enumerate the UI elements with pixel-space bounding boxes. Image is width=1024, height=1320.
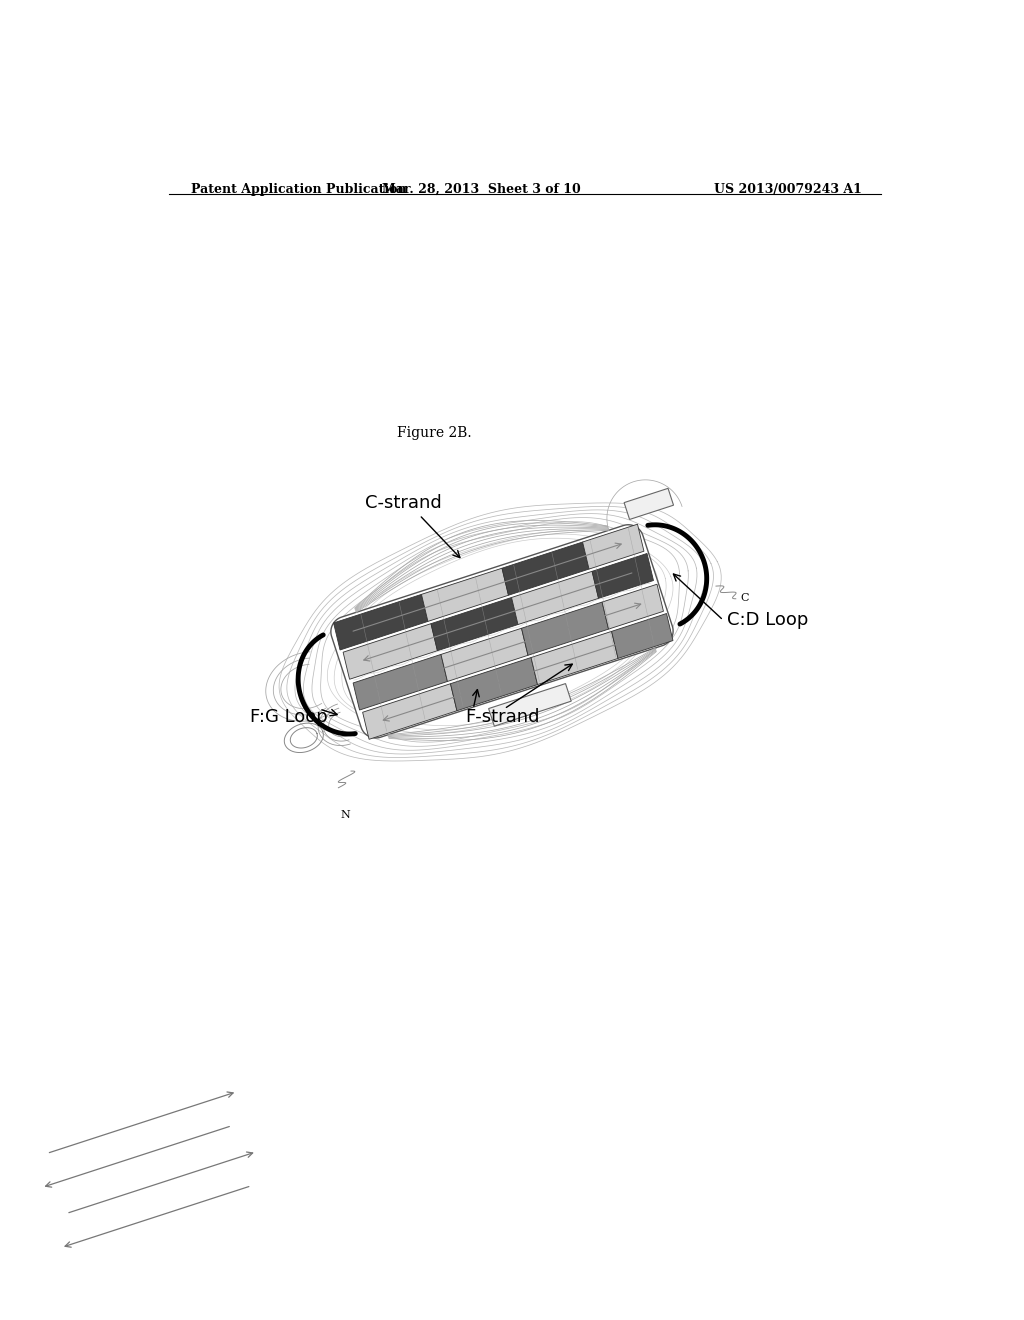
Text: C:D Loop: C:D Loop (727, 611, 809, 630)
Text: C-strand: C-strand (366, 495, 442, 512)
Polygon shape (531, 631, 618, 685)
Text: US 2013/0079243 A1: US 2013/0079243 A1 (714, 183, 862, 197)
Polygon shape (431, 598, 518, 651)
Polygon shape (592, 553, 653, 598)
Polygon shape (521, 602, 608, 655)
Polygon shape (602, 585, 664, 630)
Polygon shape (512, 572, 599, 624)
Polygon shape (343, 623, 437, 680)
Text: F:G Loop: F:G Loop (250, 708, 328, 726)
Polygon shape (502, 543, 589, 595)
Text: Mar. 28, 2013  Sheet 3 of 10: Mar. 28, 2013 Sheet 3 of 10 (382, 183, 581, 197)
Polygon shape (422, 568, 509, 622)
Polygon shape (488, 684, 571, 726)
Polygon shape (611, 614, 673, 659)
Text: F-strand: F-strand (466, 708, 540, 726)
Polygon shape (441, 628, 528, 681)
Polygon shape (583, 524, 644, 569)
Text: Figure 2B.: Figure 2B. (397, 426, 472, 441)
Polygon shape (331, 525, 673, 738)
Polygon shape (624, 488, 674, 520)
Polygon shape (353, 655, 447, 710)
Text: N: N (340, 810, 350, 820)
Polygon shape (334, 594, 428, 649)
Polygon shape (451, 657, 538, 710)
Text: Patent Application Publication: Patent Application Publication (190, 183, 407, 197)
Text: C: C (740, 594, 749, 603)
Polygon shape (362, 684, 457, 739)
